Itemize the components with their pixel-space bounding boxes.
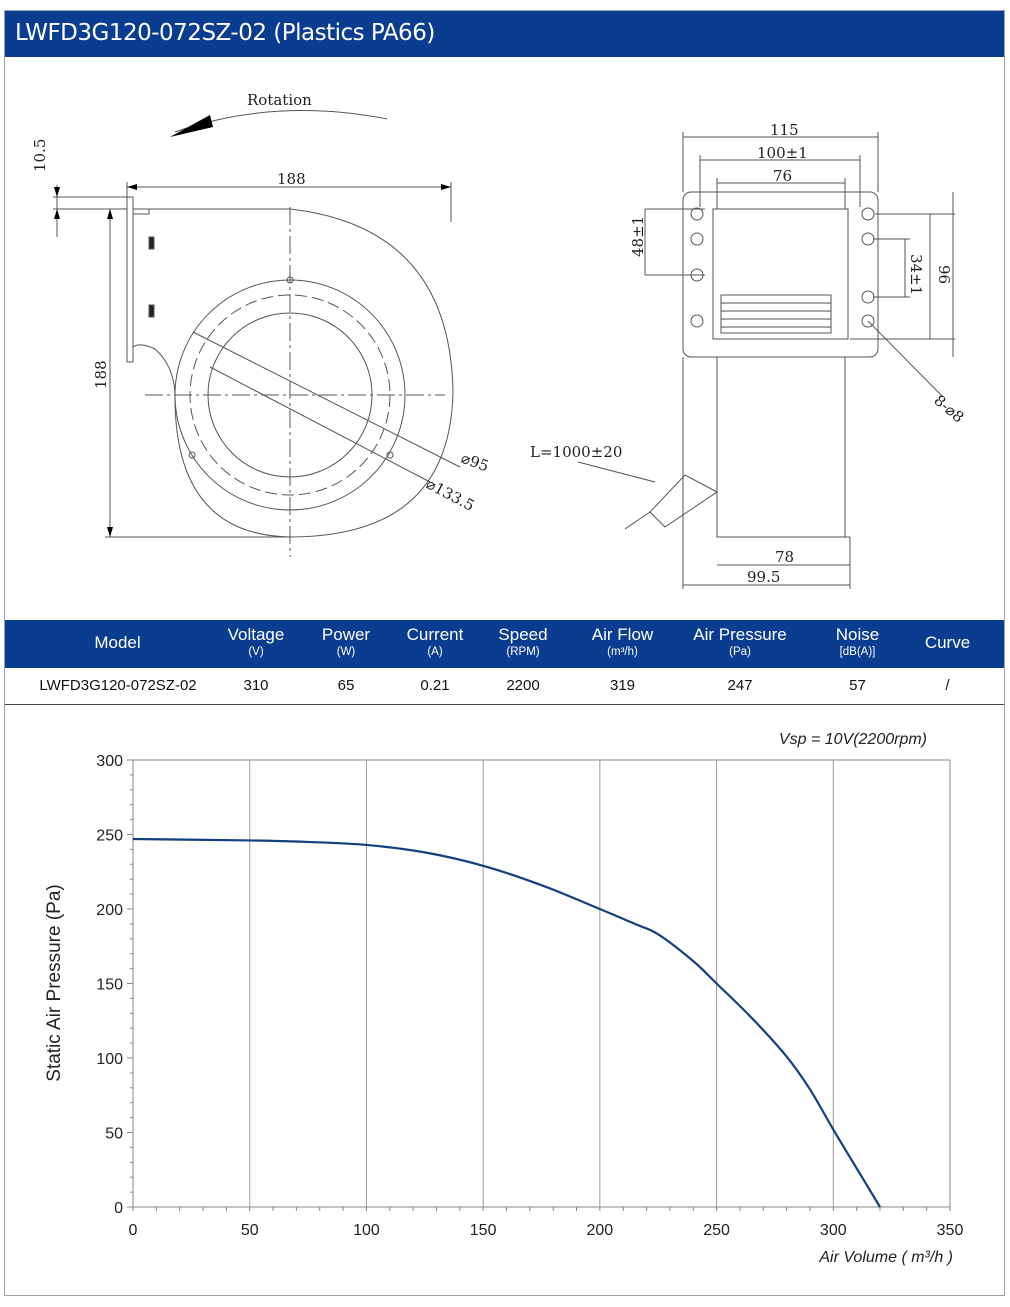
cell-air-flow: 319 xyxy=(609,677,636,694)
cell-air-pressure: 247 xyxy=(727,677,753,694)
dim-96: 96 xyxy=(935,265,953,284)
x-tick-label: 0 xyxy=(129,1222,138,1239)
y-tick-label: 150 xyxy=(96,977,123,994)
dim-48: 48±1 xyxy=(629,216,647,257)
page-frame xyxy=(4,10,1005,1296)
rotation-label: Rotation xyxy=(247,91,312,109)
header-curve: Curve xyxy=(924,633,971,652)
cell-voltage: 310 xyxy=(243,677,269,694)
spec-table-header: Model Voltage (V) Power (W) Current (A) Spe… xyxy=(5,620,1004,668)
cell-curve: / xyxy=(945,677,950,694)
cable-length: L=1000±20 xyxy=(530,443,622,461)
y-axis-label: Static Air Pressure (Pa) xyxy=(44,884,65,1081)
dia-133-5: ⌀133.5 xyxy=(423,475,477,515)
y-tick-label: 300 xyxy=(96,753,123,770)
header-model: Model xyxy=(94,633,141,652)
pressure-curve xyxy=(132,837,881,1208)
chart-annotation: Vsp = 10V(2200rpm) xyxy=(779,731,927,748)
mounting-plate xyxy=(126,196,134,363)
dim-10-5: 10.5 xyxy=(31,139,49,172)
rotation-arrowhead xyxy=(170,115,213,137)
x-tick-label: 350 xyxy=(937,1222,964,1239)
title-bar: LWFD3G120-072SZ-02 (Plastics PA66) xyxy=(5,11,1004,57)
x-tick-label: 100 xyxy=(353,1222,380,1239)
cell-power: 65 xyxy=(337,677,355,694)
spec-table-row: LWFD3G120-072SZ-02 310 65 0.21 2200 319 … xyxy=(5,668,1004,705)
performance-chart: 0 50 100 150 200 250 300 350050100150200250300 … xyxy=(44,731,963,1266)
side-plate xyxy=(682,191,879,358)
header-noise: Noise [dB(A)] xyxy=(835,625,880,658)
dim-188-top: 188 xyxy=(277,170,306,188)
impeller-slot xyxy=(720,294,832,334)
x-tick-label: 250 xyxy=(703,1222,730,1239)
cell-current: 0.21 xyxy=(420,677,450,694)
dim-99-5: 99.5 xyxy=(747,568,780,586)
chart-axes: 0 50 100 150 200 250 300 350 0 50 100 150 200 250 300 xyxy=(96,753,963,1239)
cell-speed: 2200 xyxy=(506,677,540,694)
page-title: LWFD3G120-072SZ-02 (Plastics PA66) xyxy=(15,20,435,46)
header-air-flow: Air Flow (m³/h) xyxy=(591,625,654,658)
header-speed: Speed (RPM) xyxy=(498,625,548,658)
header-voltage: Voltage (V) xyxy=(227,625,285,658)
y-tick-label: 100 xyxy=(96,1051,123,1068)
header-current: Current (A) xyxy=(406,625,464,658)
dim-115: 115 xyxy=(770,121,799,139)
side-body xyxy=(716,356,846,538)
y-tick-label: 0 xyxy=(114,1200,123,1217)
y-tick-label: 200 xyxy=(96,902,123,919)
technical-drawing: Rotation 188 10.5 188 ⌀95 ⌀133.5 115 100… xyxy=(31,91,967,589)
x-tick-label: 300 xyxy=(820,1222,847,1239)
dim-188-left: 188 xyxy=(92,360,110,389)
header-air-pressure: Air Pressure (Pa) xyxy=(693,625,787,658)
dia-95: ⌀95 xyxy=(459,449,492,476)
x-axis-label: Air Volume ( m³/h ) xyxy=(818,1249,953,1266)
x-tick-label: 50 xyxy=(241,1222,259,1239)
header-power: Power (W) xyxy=(321,625,371,658)
y-tick-label: 250 xyxy=(96,828,123,845)
dim-34: 34±1 xyxy=(907,254,925,295)
holes-label: 8-⌀8 xyxy=(930,391,967,426)
dim-100: 100±1 xyxy=(757,144,808,162)
cell-model: LWFD3G120-072SZ-02 xyxy=(39,677,197,694)
chart-grid xyxy=(132,759,951,1208)
housing-scroll xyxy=(132,208,454,538)
x-tick-label: 150 xyxy=(470,1222,497,1239)
dim-78: 78 xyxy=(775,548,794,566)
y-tick-label: 50 xyxy=(105,1126,123,1143)
x-tick-label: 200 xyxy=(587,1222,614,1239)
dim-76: 76 xyxy=(773,167,792,185)
cell-noise: 57 xyxy=(849,677,866,694)
plot-frame xyxy=(132,759,951,1208)
